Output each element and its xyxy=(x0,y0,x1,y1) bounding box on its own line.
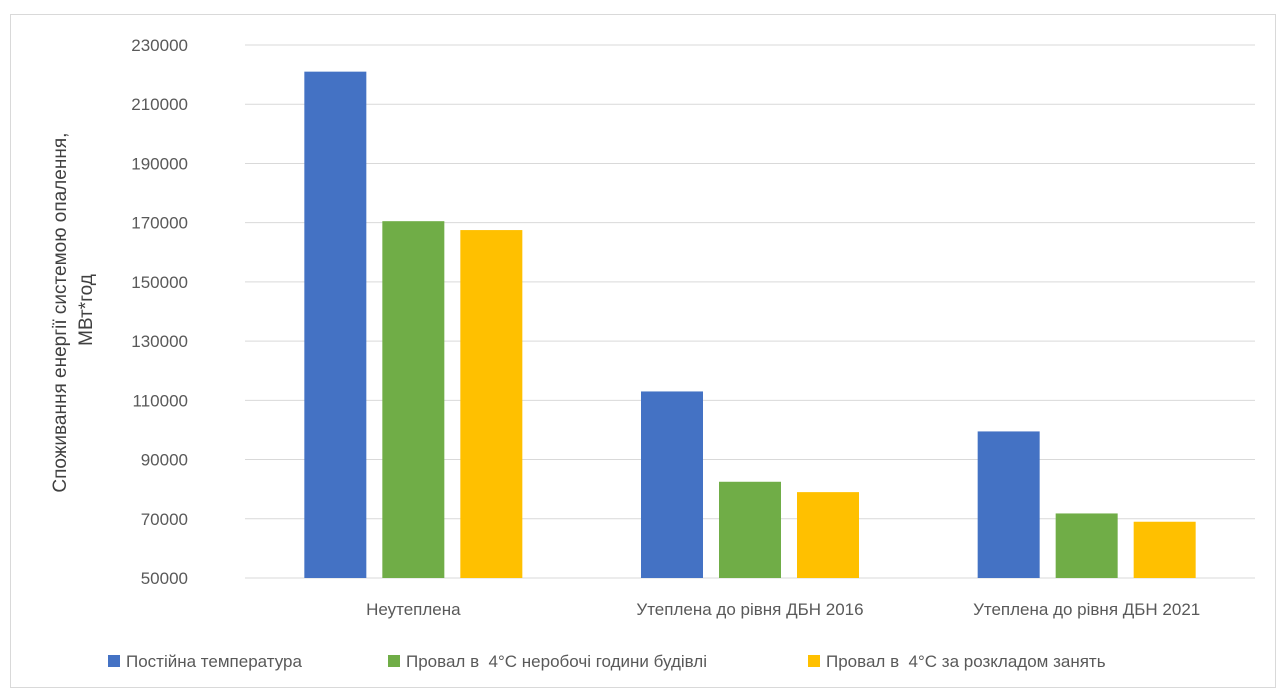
x-category-label: Неутеплена xyxy=(366,600,461,619)
x-category-label: Утеплена до рівня ДБН 2021 xyxy=(973,600,1200,619)
legend: Постійна температура Провал в 4°С неробоч… xyxy=(108,652,1106,671)
legend-swatch xyxy=(388,655,400,667)
bar xyxy=(977,431,1040,578)
y-tick-label: 70000 xyxy=(141,510,188,529)
legend-label: Провал в 4°С неробочі години будівлі xyxy=(406,652,707,671)
bar xyxy=(719,481,781,578)
y-axis-label: Споживання енергії системою опалення, МВ… xyxy=(50,127,97,492)
y-tick-label: 170000 xyxy=(131,214,188,233)
y-tick-label: 50000 xyxy=(141,569,188,588)
bar xyxy=(1055,513,1118,578)
bar xyxy=(460,230,523,578)
y-tick-label: 150000 xyxy=(131,273,188,292)
y-axis-label-line-2: МВт*год xyxy=(76,274,97,346)
bar xyxy=(1133,521,1196,578)
bar xyxy=(641,391,703,578)
y-tick-label: 230000 xyxy=(131,36,188,55)
legend-label: Постійна температура xyxy=(126,652,302,671)
y-tick-label: 110000 xyxy=(133,391,188,410)
bar xyxy=(382,221,445,579)
legend-swatch xyxy=(108,655,120,667)
y-tick-label: 130000 xyxy=(131,332,188,351)
y-axis-ticks: 50000 70000 90000 110000 130000 150000 170000 1… xyxy=(131,36,188,588)
y-tick-label: 210000 xyxy=(131,95,188,114)
y-axis-label-line-1: Споживання енергії системою опалення, xyxy=(50,133,71,493)
x-axis-categories: Неутеплена Утеплена до рівня ДБН 2016 Утеп… xyxy=(366,600,1200,619)
y-tick-label: 190000 xyxy=(131,154,188,173)
x-category-label: Утеплена до рівня ДБН 2016 xyxy=(636,600,863,619)
bars xyxy=(304,71,1196,579)
bar xyxy=(304,71,367,579)
legend-swatch xyxy=(808,655,820,667)
legend-label: Провал в 4°С за розкладом занять xyxy=(826,652,1106,671)
y-tick-label: 90000 xyxy=(141,451,188,470)
bar xyxy=(797,492,859,578)
